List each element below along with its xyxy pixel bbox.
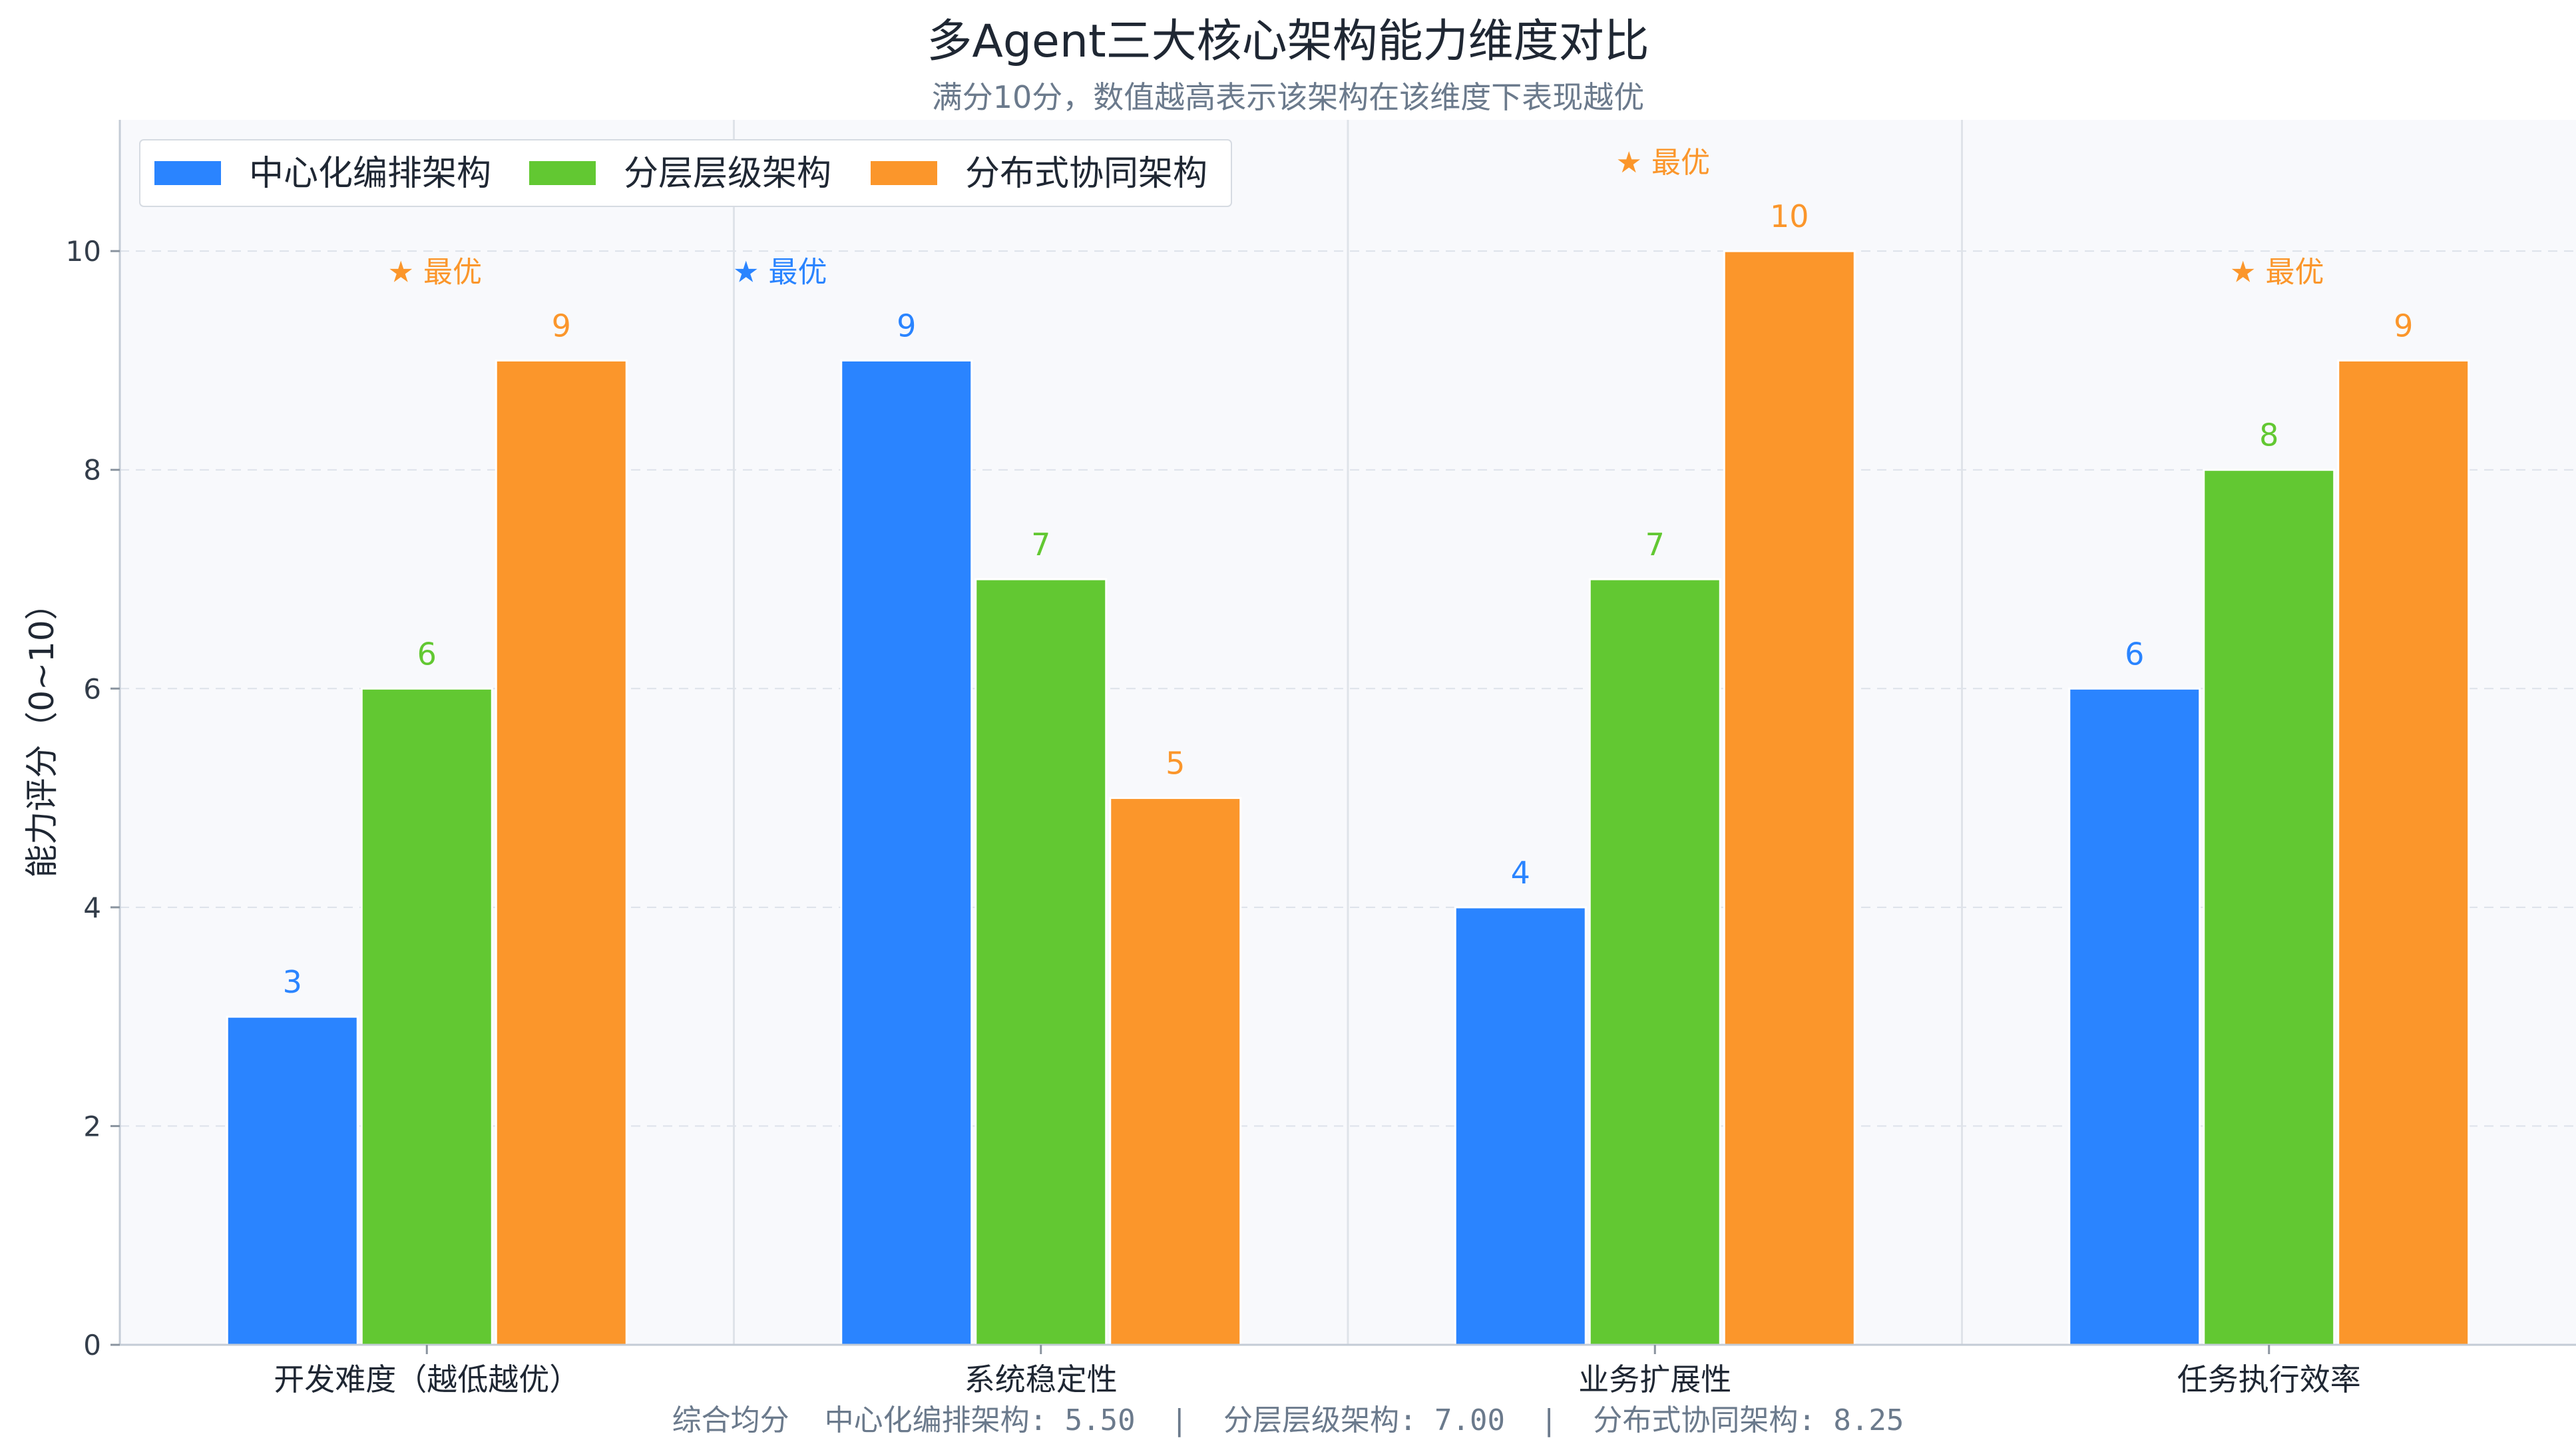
bar	[840, 359, 973, 1346]
chart-subtitle: 满分10分，数值越高表示该架构在该维度下表现越优	[932, 79, 1645, 115]
best-marker-label: ★ 最优	[733, 255, 827, 289]
legend-box	[139, 139, 1232, 207]
value-labels: 3 6 9 9 7 5 4 7 10 6 8 9	[283, 198, 2414, 1000]
bar	[2337, 359, 2470, 1346]
bar-value-label: 9	[897, 308, 916, 344]
x-tick-label: 系统稳定性	[965, 1361, 1118, 1397]
y-tick-label: 0	[83, 1329, 101, 1361]
bar-value-label: 7	[1031, 527, 1050, 563]
legend-swatch	[529, 161, 596, 185]
bars	[226, 250, 2470, 1346]
chart-title: 多Agent三大核心架构能力维度对比	[927, 15, 1649, 68]
category-separators	[733, 120, 1963, 1345]
bar	[974, 578, 1108, 1346]
bar-value-label: 6	[417, 636, 437, 672]
bar	[1454, 906, 1587, 1346]
legend-label: 中心化编排架构	[249, 154, 491, 194]
axes	[118, 120, 2576, 1346]
y-tick-label: 6	[83, 672, 101, 705]
bar-value-label: 9	[2394, 308, 2413, 344]
bar-value-label: 4	[1511, 855, 1530, 891]
bar	[2068, 687, 2201, 1346]
bar-value-label: 7	[1645, 527, 1665, 563]
bar-value-label: 6	[2125, 636, 2144, 672]
y-ticks: 0 2 4 6 8 10	[66, 235, 120, 1361]
bar	[360, 687, 493, 1346]
legend-label: 分层层级架构	[624, 154, 831, 194]
best-markers: ★ 最优 ★ 最优 ★ 最优 ★ 最优	[388, 146, 2324, 289]
y-tick-label: 10	[66, 235, 101, 268]
bar	[1723, 250, 1856, 1346]
x-tick-labels: 开发难度（越低越优） 系统稳定性 业务扩展性 任务执行效率	[274, 1345, 2361, 1397]
bar-value-label: 10	[1770, 198, 1809, 234]
bar	[495, 359, 628, 1346]
best-marker-label: ★ 最优	[388, 255, 482, 289]
y-tick-label: 2	[83, 1110, 101, 1142]
y-tick-label: 8	[83, 454, 101, 487]
legend-swatch	[154, 161, 221, 185]
bar	[226, 1015, 359, 1346]
y-axis-label: 能力评分（0~10）	[23, 587, 61, 877]
average-summary: 综合均分 中心化编排架构: 5.50 | 分层层级架构: 7.00 | 分布式协…	[672, 1403, 1904, 1437]
y-tick-label: 4	[83, 891, 101, 924]
legend: 中心化编排架构 分层层级架构 分布式协同架构	[139, 139, 1232, 207]
best-marker-label: ★ 最优	[1616, 146, 1710, 180]
best-marker-label: ★ 最优	[2230, 255, 2324, 289]
x-tick-label: 开发难度（越低越优）	[274, 1361, 580, 1397]
bar	[2203, 469, 2336, 1346]
bar-value-label: 5	[1166, 746, 1185, 782]
bar	[1588, 578, 1721, 1346]
bar-value-label: 9	[552, 308, 571, 344]
x-tick-label: 业务扩展性	[1578, 1361, 1731, 1397]
x-tick-label: 任务执行效率	[2177, 1361, 2361, 1397]
legend-swatch	[871, 161, 937, 185]
bar-value-label: 3	[283, 964, 302, 1000]
legend-label: 分布式协同架构	[965, 154, 1207, 194]
bar	[1109, 797, 1242, 1346]
bar-value-label: 8	[2259, 417, 2278, 453]
